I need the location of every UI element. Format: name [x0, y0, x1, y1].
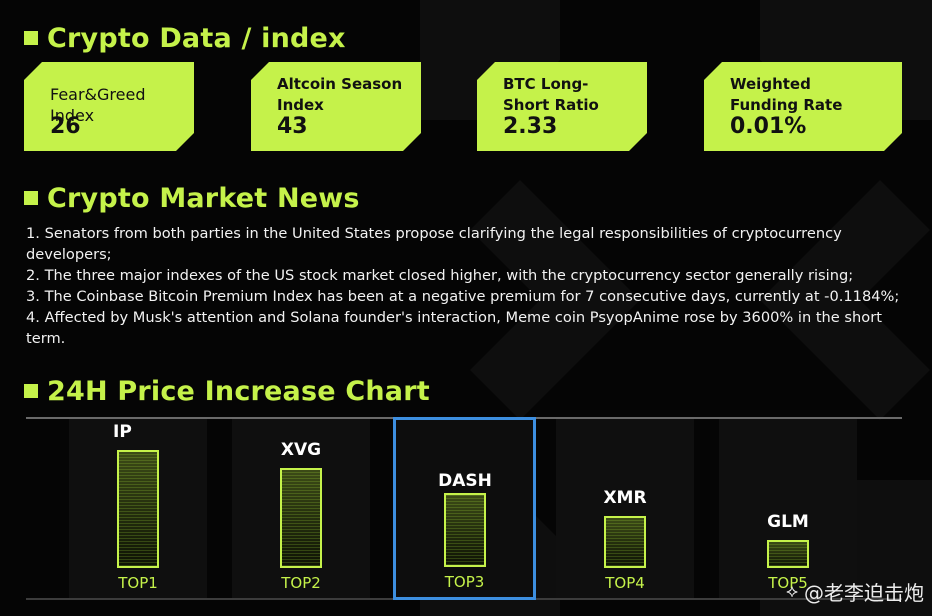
funding-rate-card: Weighted Funding Rate 0.01%: [704, 62, 902, 151]
card-label: Altcoin Season Index: [277, 75, 403, 114]
chart-bar: [767, 540, 809, 568]
news-item: 1. Senators from both parties in the Uni…: [26, 225, 842, 263]
chart-symbol-label: XMR: [603, 488, 647, 508]
chart-column-dash: DASH TOP3: [393, 417, 536, 600]
chart-section-title-text: 24H Price Increase Chart: [47, 375, 430, 407]
watermark-text: @老李迫击炮: [804, 581, 924, 605]
chart-rank-label: TOP4: [605, 574, 645, 592]
chart-section-title: 24H Price Increase Chart: [24, 373, 430, 409]
card-value: 43: [277, 114, 308, 139]
chart-symbol-label: DASH: [438, 471, 492, 491]
chart-column-glm: GLM TOP5: [719, 419, 857, 598]
section-marker-icon: [24, 191, 38, 205]
chart-bar: [117, 450, 159, 568]
chart-rank-label: TOP1: [118, 574, 158, 592]
card-value: 26: [50, 114, 81, 139]
card-label: Fear&Greed Index: [50, 85, 146, 125]
btc-long-short-card: BTC Long-Short Ratio 2.33: [477, 62, 647, 151]
fear-greed-card: Fear&Greed Index 26: [24, 62, 194, 151]
news-item: 4. Affected by Musk's attention and Sola…: [26, 309, 882, 347]
news-section-title: Crypto Market News: [24, 180, 360, 216]
chart-bar: [280, 468, 322, 568]
card-label: Weighted Funding Rate: [730, 75, 843, 114]
data-section-title-text: Crypto Data / index: [47, 22, 346, 54]
chart-bar: [604, 516, 646, 568]
chart-column-xvg: XVG TOP2: [232, 419, 370, 598]
section-marker-icon: [24, 31, 38, 45]
chart-rank-label: TOP3: [444, 573, 485, 591]
card-value: 0.01%: [730, 114, 807, 139]
altcoin-season-card: Altcoin Season Index 43: [251, 62, 421, 151]
data-section-title: Crypto Data / index: [24, 20, 346, 56]
diamond-logo-icon: ⟡: [786, 581, 798, 602]
news-section-title-text: Crypto Market News: [47, 182, 360, 214]
chart-symbol-label: IP: [113, 422, 132, 442]
watermark: ⟡ @老李迫击炮: [786, 577, 924, 606]
card-value: 2.33: [503, 114, 558, 139]
chart-bar: [444, 493, 486, 567]
chart-symbol-label: GLM: [767, 512, 809, 532]
chart-rank-label: TOP5: [768, 574, 808, 592]
chart-symbol-label: XVG: [280, 440, 322, 460]
chart-rank-label: TOP2: [281, 574, 321, 592]
chart-column-ip: IP TOP1: [69, 419, 207, 598]
news-item: 2. The three major indexes of the US sto…: [26, 267, 854, 284]
news-item: 3. The Coinbase Bitcoin Premium Index ha…: [26, 288, 900, 305]
section-marker-icon: [24, 384, 38, 398]
card-label: BTC Long-Short Ratio: [503, 75, 599, 114]
news-list: 1. Senators from both parties in the Uni…: [26, 223, 906, 349]
chart-column-xmr: XMR TOP4: [556, 419, 694, 598]
